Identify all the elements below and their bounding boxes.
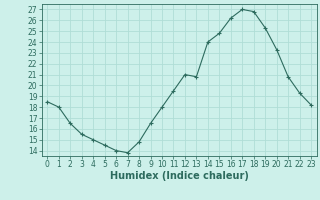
- X-axis label: Humidex (Indice chaleur): Humidex (Indice chaleur): [110, 171, 249, 181]
